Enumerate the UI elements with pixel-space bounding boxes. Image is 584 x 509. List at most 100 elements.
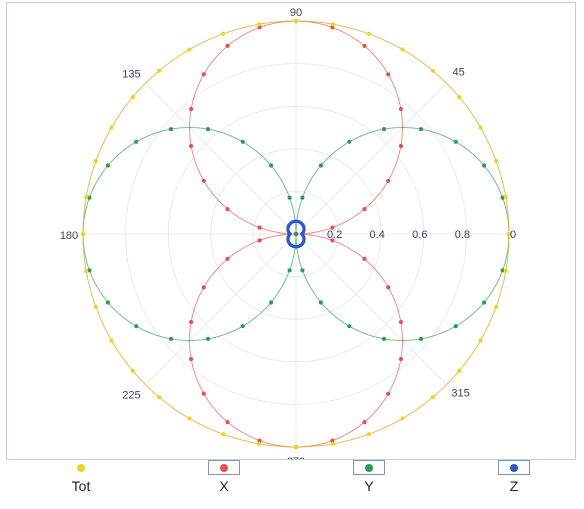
legend-item-y: Y (347, 460, 391, 494)
series-tot-point-11 (221, 31, 226, 36)
series-x-point-12 (201, 72, 206, 77)
series-tot-point-34 (494, 304, 499, 309)
legend-marker-tot (77, 463, 85, 472)
series-x-point-31 (398, 356, 403, 362)
series-x-point-3 (386, 178, 391, 183)
series-y-point-17 (87, 195, 92, 200)
series-tot-point-8 (330, 22, 336, 27)
series-y-point-26 (287, 268, 292, 273)
angle-tick-label-225: 225 (122, 390, 140, 402)
legend-marker-z (510, 463, 518, 472)
series-x-point-17 (257, 225, 262, 230)
series-tot-point-22 (130, 368, 135, 373)
series-tot-point-15 (109, 125, 114, 130)
series-x-point-28 (330, 438, 335, 443)
series-y-point-11 (269, 163, 274, 168)
radial-tick-label-2: 0.6 (412, 229, 427, 241)
series-y-point-10 (287, 195, 292, 200)
angle-tick-label-180: 180 (60, 230, 78, 242)
legend-swatch-y (353, 460, 385, 475)
series-x-point-23 (189, 356, 194, 362)
series-tot-point-21 (109, 338, 114, 343)
series-tot-point-4 (457, 95, 462, 100)
series-tot-point-26 (256, 441, 262, 446)
series-y-point-7 (318, 163, 323, 168)
series-x-point-16 (225, 207, 230, 212)
series-y-point-1 (500, 195, 505, 200)
series-tot-point-14 (130, 95, 135, 100)
series-x-point-6 (386, 72, 391, 77)
grid-spoke-3 (145, 83, 297, 235)
legend-item-tot: Tot (59, 460, 103, 494)
series-x-point-35 (330, 238, 335, 243)
series-y-point-35 (500, 268, 505, 273)
series-tot-point-9 (293, 18, 299, 24)
series-y-point-22 (168, 336, 174, 341)
series-y-point-3 (453, 139, 458, 144)
series-tot-point-27 (293, 444, 299, 450)
series-tot-point-32 (457, 368, 462, 373)
series-x-point-32 (398, 319, 403, 325)
series-tot-point-18 (80, 231, 86, 237)
series-x-point-24 (201, 391, 206, 396)
series-x-point-7 (362, 43, 367, 49)
series-tot-point-30 (400, 416, 405, 421)
series-x-point-15 (201, 178, 206, 183)
series-y-point-16 (105, 163, 110, 168)
series-tot-point-1 (503, 194, 508, 200)
series-x-point-25 (225, 420, 230, 425)
series-x-point-2 (362, 207, 367, 212)
series-y-point-13 (205, 127, 211, 132)
series-x-point-29 (362, 420, 367, 425)
grid-spoke-7 (295, 233, 447, 385)
series-y-point-33 (453, 324, 458, 329)
series-tot-point-35 (503, 268, 508, 274)
series-x-point-4 (398, 143, 403, 149)
series-tot-point-10 (256, 22, 262, 27)
series-tot-point-5 (430, 68, 435, 73)
series-x-point-26 (257, 438, 262, 443)
series-y-point-8 (300, 195, 305, 200)
series-tot-point-6 (400, 47, 405, 52)
series-x-point-5 (398, 106, 403, 112)
series-y-point-6 (347, 139, 352, 144)
series-tot-point-13 (157, 68, 162, 73)
polar-plot: 045901351802252703150.20.40.60.8 (60, 7, 516, 468)
legend-label-z: Z (509, 478, 519, 494)
series-z-point-71 (300, 233, 304, 237)
series-y-point-30 (347, 324, 352, 329)
series-tot-point-29 (366, 432, 371, 437)
series-x-point-10 (257, 25, 262, 30)
series-tot-point-2 (494, 159, 499, 164)
legend-label-y: Y (364, 478, 374, 494)
series-x-point-14 (189, 143, 194, 149)
legend-item-x: X (202, 460, 246, 494)
radial-tick-label-1: 0.4 (370, 229, 385, 241)
legend-item-z: Z (492, 460, 536, 494)
series-x-point-20 (225, 256, 230, 261)
series-tot-point-24 (187, 416, 192, 421)
series-tot-point-20 (93, 304, 98, 309)
series-tot-point-33 (478, 338, 483, 343)
series-tot-point-3 (478, 125, 483, 130)
series-x-point-8 (330, 25, 335, 30)
series-y-point-34 (482, 300, 487, 305)
legend-swatch-z (498, 460, 530, 475)
series-x-point-11 (225, 43, 230, 49)
series-y-point-25 (269, 300, 274, 305)
legend-marker-y (365, 463, 373, 472)
series-x-point-34 (362, 256, 367, 261)
series-x-point-30 (386, 391, 391, 396)
series-y-point-21 (134, 324, 139, 329)
series-tot-point-16 (93, 159, 98, 164)
series-x-point-13 (189, 106, 194, 112)
series-tot-point-19 (84, 268, 89, 274)
series-y-point-15 (134, 139, 139, 144)
series-y-point-27 (293, 231, 299, 237)
series-x-point-19 (257, 238, 262, 243)
angle-tick-label-0: 0 (510, 229, 516, 241)
series-y-point-23 (205, 336, 211, 341)
series-y-point-31 (381, 336, 387, 341)
legend-swatch-x (208, 460, 240, 475)
legend-swatch-tot (65, 460, 97, 475)
